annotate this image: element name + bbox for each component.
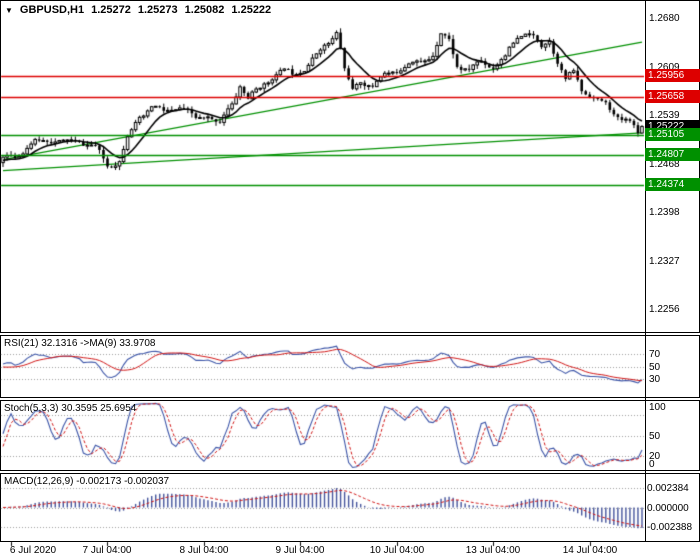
ohlc-open-value: 1.25272 <box>91 4 131 16</box>
stoch-axis-tick: 20 <box>649 451 661 462</box>
time-axis-label: 13 Jul 04:00 <box>465 545 521 556</box>
price-axis-tick: 1.2327 <box>649 256 680 267</box>
macd-axis-tick: 0.000000 <box>647 503 689 514</box>
price-axis-tick: 1.2256 <box>649 304 680 315</box>
time-axis-label: 14 Jul 04:00 <box>562 545 618 556</box>
price-scale-divider <box>645 0 646 542</box>
macd-label: MACD(12,26,9) -0.002173 -0.002037 <box>4 476 170 487</box>
price-axis-tick: 1.2609 <box>649 62 680 73</box>
symbol-timeframe-label: GBPUSD,H1 <box>19 4 85 16</box>
ohlc-high-value: 1.25273 <box>137 4 178 16</box>
time-axis-label: 8 Jul 04:00 <box>179 545 229 556</box>
rsi-axis-tick: 30 <box>649 374 661 385</box>
rsi-label: RSI(21) 32.1316 ->MA(9) 33.9708 <box>4 338 156 349</box>
price-level-badge: 1.24374 <box>645 178 700 191</box>
stoch-axis-tick: 0 <box>649 459 655 470</box>
price-axis-tick: 1.2539 <box>649 110 680 121</box>
stoch-axis-tick: 100 <box>649 402 666 413</box>
price-axis-tick: 1.2468 <box>649 159 680 170</box>
chart-header: ▼ GBPUSD,H1 1.25272 1.25273 1.25082 1.25… <box>5 4 271 16</box>
time-axis-label: 6 Jul 2020 <box>9 545 57 556</box>
macd-axis-tick: 0.002384 <box>647 483 689 494</box>
stochastic-label: Stoch(5,3,3) 30.3595 25.6954 <box>4 403 137 414</box>
price-axis-tick: 1.2680 <box>649 13 680 24</box>
time-axis-label: 7 Jul 04:00 <box>82 545 132 556</box>
ohlc-low-value: 1.25082 <box>184 4 225 16</box>
price-axis-tick: 1.2398 <box>649 207 680 218</box>
dropdown-arrow-icon: ▼ <box>5 5 13 15</box>
price-level-badge: 1.25956 <box>645 69 700 82</box>
time-axis-label: 10 Jul 04:00 <box>369 545 425 556</box>
rsi-axis-tick: 50 <box>649 362 661 373</box>
rsi-axis-tick: 70 <box>649 349 661 360</box>
macd-axis-tick: -0.002388 <box>647 522 693 533</box>
price-level-badge: 1.25658 <box>645 90 700 103</box>
stoch-axis-tick: 50 <box>649 431 661 442</box>
time-axis-label: 9 Jul 04:00 <box>275 545 325 556</box>
ohlc-close-value: 1.25222 <box>231 4 272 16</box>
price-level-badge: 1.24807 <box>645 148 700 161</box>
price-level-badge: 1.25105 <box>645 128 700 141</box>
